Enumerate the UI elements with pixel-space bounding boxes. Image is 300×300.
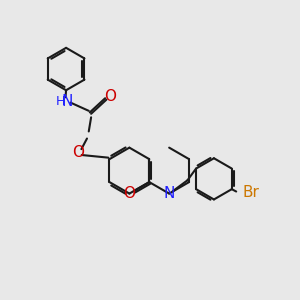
Text: Br: Br — [242, 184, 259, 200]
Text: O: O — [123, 186, 135, 201]
Text: N: N — [164, 186, 175, 201]
Text: O: O — [104, 88, 116, 104]
Text: N: N — [62, 94, 73, 109]
Text: H: H — [56, 94, 65, 108]
Text: O: O — [72, 145, 85, 160]
